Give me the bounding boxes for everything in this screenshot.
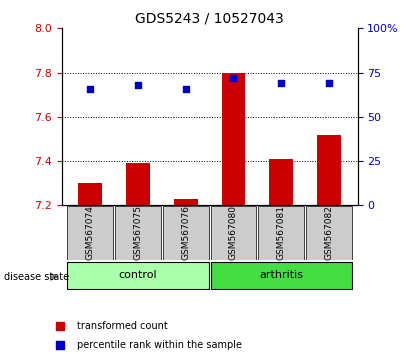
Text: GSM567082: GSM567082 — [324, 205, 333, 260]
Point — [326, 80, 332, 86]
Bar — [174, 199, 198, 205]
Text: GSM567074: GSM567074 — [86, 205, 95, 260]
Bar — [317, 135, 341, 205]
FancyBboxPatch shape — [210, 262, 352, 289]
Text: arthritis: arthritis — [259, 270, 303, 280]
Point — [135, 82, 141, 88]
FancyBboxPatch shape — [163, 206, 209, 259]
Bar — [79, 183, 102, 205]
Bar — [126, 163, 150, 205]
FancyBboxPatch shape — [115, 206, 161, 259]
Text: GSM567075: GSM567075 — [134, 205, 143, 260]
Point — [87, 86, 94, 91]
Text: GSM567080: GSM567080 — [229, 205, 238, 260]
Point — [316, 282, 323, 287]
Text: percentile rank within the sample: percentile rank within the sample — [77, 340, 242, 350]
FancyBboxPatch shape — [67, 206, 113, 259]
Title: GDS5243 / 10527043: GDS5243 / 10527043 — [135, 12, 284, 26]
FancyBboxPatch shape — [210, 206, 256, 259]
Text: transformed count: transformed count — [77, 321, 168, 331]
Text: GSM567081: GSM567081 — [277, 205, 286, 260]
FancyBboxPatch shape — [67, 262, 209, 289]
FancyBboxPatch shape — [258, 206, 304, 259]
Point — [182, 86, 189, 91]
Point — [278, 80, 284, 86]
Bar — [269, 159, 293, 205]
Text: control: control — [119, 270, 157, 280]
Point — [316, 105, 323, 110]
Text: GSM567076: GSM567076 — [181, 205, 190, 260]
Point — [230, 75, 237, 81]
Text: disease state: disease state — [4, 272, 69, 282]
Bar — [222, 73, 245, 205]
FancyBboxPatch shape — [306, 206, 352, 259]
